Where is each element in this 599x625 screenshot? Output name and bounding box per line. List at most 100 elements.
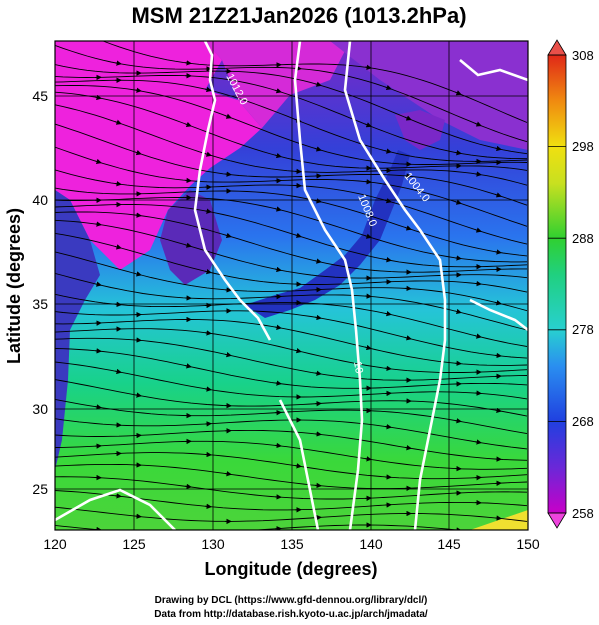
streamline-arrow [94,348,102,354]
streamline-arrow [274,152,282,159]
streamline-arrow [114,493,122,499]
streamline-arrow [184,363,192,369]
y-tick-label: 30 [32,401,48,417]
streamline-arrow [95,41,102,42]
streamline-arrow [364,122,372,128]
isobar-1008 [293,41,364,530]
streamline-arrow [184,177,192,184]
streamline [55,452,528,480]
streamline-arrow [454,255,462,261]
streamline-arrow [134,271,142,277]
x-axis-ticks: 120 125 130 135 140 145 150 [43,536,540,552]
streamline-arrow [114,60,122,66]
streamline-arrow [274,266,282,273]
streamline-arrow [384,198,392,204]
colorbar-tick-label: 278 [572,322,594,337]
streamline-arrow [384,84,392,91]
streamline [55,337,528,381]
isobar-1012 [193,41,272,341]
y-tick-label: 25 [32,481,48,497]
streamline-arrow [314,370,322,376]
y-axis-label: Latitude (degrees) [4,208,24,364]
streamline [55,219,528,279]
x-tick-label: 145 [437,536,461,552]
isobar-label-10: 10 [351,360,365,374]
streamline-arrow [204,330,212,336]
streamline-arrow [204,151,212,157]
streamline-arrow [114,368,122,375]
streamline [55,272,528,331]
streamline-arrow [384,148,392,154]
cold-region-northeast [205,41,350,128]
streamline [55,232,528,293]
streamline-arrow [494,145,502,152]
streamline-arrow [224,232,232,238]
streamline-arrow [134,392,142,398]
streamline-arrow [364,233,372,239]
streamline [55,310,528,359]
credit-line-1: Drawing by DCL (https://www.gfd-dennou.o… [155,595,428,606]
china-coast [55,190,100,470]
streamline [55,361,528,400]
streamline [55,197,528,263]
streamline-arrow [294,232,302,238]
streamline-arrow [384,424,392,430]
streamline-arrow [314,314,322,321]
streamline [55,463,528,490]
streamline-arrow [314,258,322,264]
credit-line-2: Data from http://database.rish.kyoto-u.a… [154,609,428,620]
streamline [55,85,528,165]
streamline-arrow [384,365,392,372]
streamline [55,251,528,312]
isobar-southwest [55,488,176,530]
streamline-arrow [494,515,502,521]
streamline-arrow [314,431,322,437]
wind-streamlines [55,41,528,530]
streamline-arrow [94,94,102,101]
streamline [55,524,462,530]
streamline [55,506,528,522]
streamline [55,440,528,470]
x-tick-label: 125 [122,536,146,552]
streamline-arrow [454,199,462,205]
streamline-arrow [454,90,462,96]
colorbar-tick-label: 288 [572,231,594,246]
streamline-arrow [454,418,462,424]
streamline-arrow [94,281,102,287]
y-axis-ticks: 25 30 35 40 45 [32,88,48,497]
streamline-arrow [474,227,482,233]
streamline-arrow [314,146,322,152]
streamline-arrow [474,333,482,339]
streamline-arrow [134,87,142,93]
colorbar-tick-label: 308 [572,48,594,63]
colorbar-bottom-arrow [547,512,567,529]
streamline-arrow [364,179,372,185]
colorbar-gradient [547,54,567,514]
chart-title: MSM 21Z21Jan2026 (1013.2hPa) [131,3,466,28]
x-tick-label: 140 [359,536,383,552]
streamline [55,123,528,206]
streamline [55,64,528,155]
streamline-arrow [454,150,462,156]
streamline-arrow [94,404,102,410]
streamline-arrow [204,451,212,458]
streamline-arrow [224,352,232,358]
streamline-arrow [494,249,502,255]
streamline-arrow [314,81,322,87]
y-tick-label: 45 [32,88,48,104]
streamline-arrow [404,444,412,451]
streamline-arrow [274,380,282,386]
streamline-arrow [204,86,212,93]
y-tick-label: 35 [32,296,48,312]
streamline-arrow [274,442,282,449]
colorbar: 258 268 278 288 298 308 [547,39,594,529]
streamline-arrow [404,335,412,341]
x-tick-label: 120 [43,536,67,552]
streamline-arrow [204,386,212,392]
streamline-arrow [224,471,232,477]
streamline-arrow [274,88,282,94]
streamline [55,169,528,245]
colorbar-tick-label: 268 [572,414,594,429]
streamline-arrow [114,181,122,187]
streamline-arrow [134,212,142,218]
